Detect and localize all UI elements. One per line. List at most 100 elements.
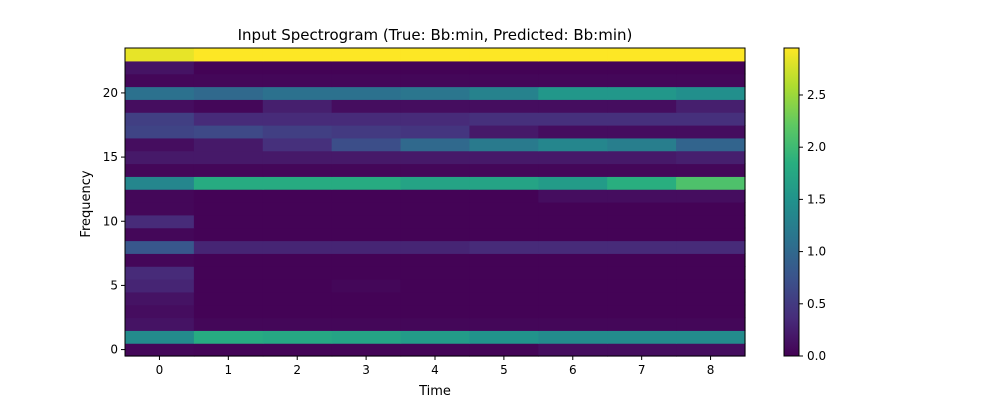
heatmap-cell (125, 253, 195, 267)
x-tick-label: 4 (431, 363, 439, 377)
heatmap-cell (125, 48, 195, 62)
heatmap-cell (400, 60, 471, 75)
heatmap-cell (538, 214, 608, 229)
heatmap-cell (262, 214, 333, 229)
x-tick-label: 1 (225, 363, 233, 377)
heatmap-cell (331, 343, 402, 357)
heatmap-cell (193, 279, 264, 293)
heatmap-cell (400, 202, 471, 216)
heatmap-cell (400, 163, 471, 177)
heatmap-cell (262, 137, 333, 152)
heatmap-cell (193, 343, 264, 357)
heatmap-cell (193, 150, 264, 165)
heatmap-cell (400, 137, 471, 152)
heatmap-cell (262, 266, 333, 280)
heatmap-cell (469, 202, 539, 216)
heatmap-cell (607, 266, 677, 280)
heatmap-cell (676, 253, 746, 267)
heatmap-cell (193, 227, 264, 242)
heatmap-cell (607, 150, 677, 165)
heatmap-cell (469, 304, 539, 319)
heatmap-cell (331, 60, 402, 75)
heatmap-cell (125, 86, 195, 100)
heatmap-cell (538, 60, 608, 75)
x-tick-label: 8 (707, 363, 715, 377)
x-tick-label: 5 (500, 363, 508, 377)
heatmap-cell (538, 291, 608, 306)
heatmap-cell (262, 86, 333, 100)
heatmap-cell (469, 60, 539, 75)
heatmap-cell (331, 240, 402, 254)
heatmap-cell (193, 137, 264, 152)
heatmap-cell (676, 125, 746, 139)
heatmap-cell (262, 48, 333, 62)
heatmap-cell (469, 227, 539, 242)
heatmap-cell (538, 266, 608, 280)
heatmap-cell (607, 279, 677, 293)
heatmap-cell (607, 214, 677, 229)
heatmap-cell (400, 214, 471, 229)
heatmap-cell (193, 86, 264, 100)
heatmap-cell (538, 48, 608, 62)
heatmap-cell (400, 330, 471, 344)
heatmap-cells (125, 48, 746, 357)
x-tick-label: 3 (362, 363, 370, 377)
heatmap-cell (125, 125, 195, 139)
heatmap-cell (262, 60, 333, 75)
heatmap-cell (331, 291, 402, 306)
heatmap-cell (125, 202, 195, 216)
heatmap-cell (331, 125, 402, 139)
heatmap-cell (607, 291, 677, 306)
heatmap-cell (676, 112, 746, 126)
y-tick-label: 0 (110, 343, 118, 357)
heatmap-cell (125, 291, 195, 306)
heatmap-cell (125, 99, 195, 113)
heatmap-cell (331, 279, 402, 293)
heatmap-cell (193, 48, 264, 62)
heatmap-cell (262, 189, 333, 203)
heatmap-cell (400, 150, 471, 165)
heatmap-cell (400, 189, 471, 203)
heatmap-cell (676, 240, 746, 254)
heatmap-cell (676, 86, 746, 100)
heatmap-cell (125, 304, 195, 319)
y-tick-label: 20 (103, 86, 118, 100)
heatmap-cell (469, 163, 539, 177)
heatmap-cell (331, 176, 402, 190)
heatmap-cell (125, 240, 195, 254)
heatmap-cell (607, 227, 677, 242)
heatmap-cell (331, 48, 402, 62)
heatmap-cell (538, 240, 608, 254)
heatmap-cell (400, 317, 471, 331)
heatmap-cell (331, 86, 402, 100)
heatmap-cell (400, 253, 471, 267)
heatmap-cell (193, 214, 264, 229)
colorbar-tick-label: 2.0 (807, 140, 826, 154)
heatmap-cell (538, 343, 608, 357)
heatmap-cell (538, 202, 608, 216)
heatmap-cell (538, 227, 608, 242)
heatmap-cell (400, 279, 471, 293)
heatmap-cell (331, 112, 402, 126)
heatmap-cell (607, 202, 677, 216)
heatmap-cell (538, 163, 608, 177)
heatmap-cell (331, 99, 402, 113)
heatmap-cell (676, 60, 746, 75)
heatmap-cell (125, 176, 195, 190)
heatmap-cell (676, 214, 746, 229)
heatmap-cell (469, 343, 539, 357)
heatmap-cell (469, 137, 539, 152)
heatmap-cell (400, 291, 471, 306)
colorbar-tick-label: 1.5 (807, 192, 826, 206)
heatmap-cell (331, 137, 402, 152)
heatmap-cell (262, 343, 333, 357)
colorbar (783, 47, 800, 357)
heatmap-cell (676, 266, 746, 280)
heatmap-cell (607, 317, 677, 331)
heatmap-cell (538, 150, 608, 165)
heatmap-cell (607, 137, 677, 152)
heatmap-cell (331, 227, 402, 242)
x-tick-label: 6 (569, 363, 577, 377)
heatmap-cell (193, 266, 264, 280)
heatmap-cell (607, 240, 677, 254)
